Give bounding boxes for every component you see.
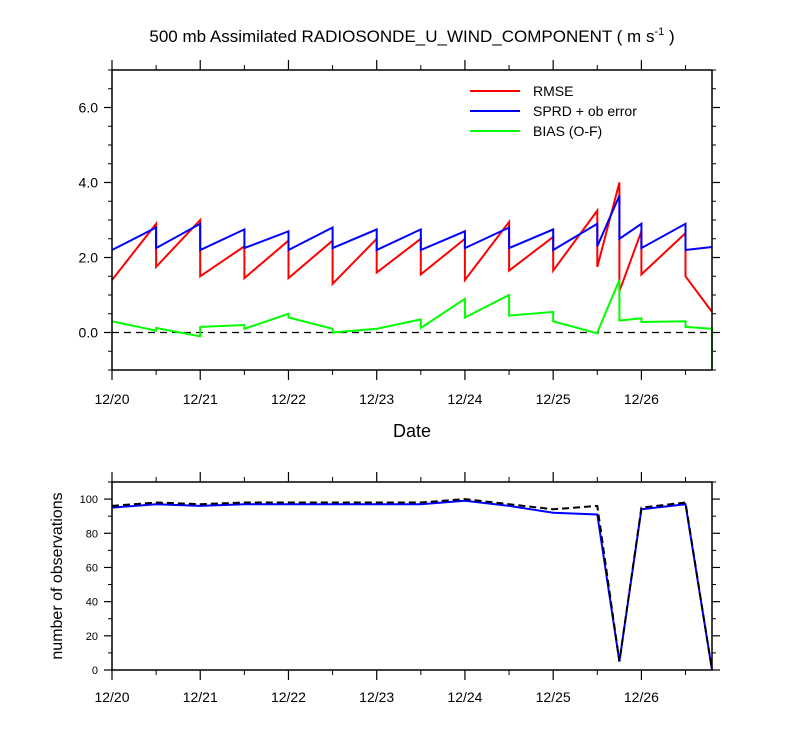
- top-plot: 0.0 2.0 4.0 6.0 12/20 12/21 12/22 12/23 12/24 12/…: [79, 60, 720, 407]
- bottom-ytick-label: 80: [86, 528, 98, 540]
- chart-title-main: 500 mb Assimilated RADIOSONDE_U_WIND_COM…: [149, 27, 654, 46]
- legend-label-bias: BIAS (O-F): [533, 123, 602, 139]
- chart-title-close: ): [664, 27, 674, 46]
- bottom-ytick-label: 0: [92, 665, 98, 677]
- top-ytick-label: 0.0: [79, 325, 99, 341]
- top-xtick-label: 12/25: [536, 391, 571, 407]
- top-xtick-label: 12/22: [271, 391, 306, 407]
- bottom-plot: 0 20 40 60 80 100 12/20 12/21 12/22 12/23 12/24 12/…: [80, 472, 720, 705]
- bottom-xtick-label: 12/22: [271, 689, 306, 705]
- top-series-rmse: [111, 182, 713, 313]
- bottom-series-group: [111, 498, 713, 671]
- chart-title: 500 mb Assimilated RADIOSONDE_U_WIND_COM…: [149, 26, 674, 46]
- top-xtick-label: 12/21: [183, 391, 218, 407]
- bottom-ytick-label: 100: [80, 494, 98, 506]
- legend: RMSE SPRD + ob error BIAS (O-F): [470, 83, 637, 139]
- bottom-xtick-label: 12/25: [536, 689, 571, 705]
- top-series-group: [111, 182, 713, 370]
- bottom-ytick-label: 40: [86, 597, 98, 609]
- top-xtick-label: 12/20: [94, 391, 129, 407]
- bottom-xtick-label: 12/20: [94, 689, 129, 705]
- x-axis-label: Date: [393, 421, 431, 441]
- bottom-series-observations-possible: [111, 498, 713, 671]
- legend-label-sprd: SPRD + ob error: [533, 103, 637, 119]
- chart-title-unit-exponent: -1: [654, 26, 664, 38]
- bottom-xtick-label: 12/21: [183, 689, 218, 705]
- bottom-ytick-label: 60: [86, 562, 98, 574]
- bottom-xtick-label: 12/23: [359, 689, 394, 705]
- top-xtick-label: 12/23: [359, 391, 394, 407]
- y-axis-label-observations: number of observations: [49, 492, 66, 659]
- top-series-sprd-ob-error: [111, 195, 713, 252]
- bottom-axes: 0 20 40 60 80 100 12/20 12/21 12/22 12/23 12/24 12/…: [80, 472, 720, 705]
- bottom-ytick-label: 20: [86, 631, 98, 643]
- bottom-xtick-label: 12/26: [624, 689, 659, 705]
- top-ytick-label: 4.0: [79, 175, 99, 191]
- top-xtick-label: 12/24: [447, 391, 482, 407]
- bottom-xtick-label: 12/24: [447, 689, 482, 705]
- top-xtick-label: 12/26: [624, 391, 659, 407]
- top-plot-frame: [111, 69, 713, 371]
- bottom-plot-frame: [111, 481, 713, 671]
- top-ytick-label: 2.0: [79, 250, 99, 266]
- legend-label-rmse: RMSE: [533, 83, 573, 99]
- top-ytick-label: 6.0: [79, 100, 99, 116]
- top-series-bias-o-f: [111, 279, 713, 370]
